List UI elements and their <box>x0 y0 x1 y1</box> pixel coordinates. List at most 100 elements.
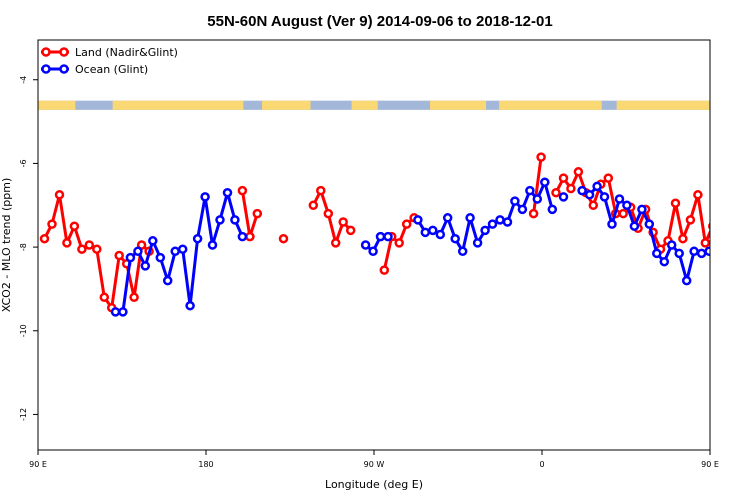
band-land-segment <box>430 100 486 110</box>
data-point-ocean <box>637 204 647 215</box>
data-point-land <box>316 185 326 196</box>
data-point-ocean <box>532 194 543 204</box>
x-tick-label: 90 E <box>701 460 719 469</box>
data-point-land <box>39 233 50 244</box>
data-point-ocean <box>148 236 158 246</box>
y-tick-label: -8 <box>19 243 28 251</box>
y-tick-label: -4 <box>19 76 28 84</box>
data-point-ocean <box>420 227 431 238</box>
legend-marker-land <box>41 47 51 57</box>
data-point-land <box>84 240 95 250</box>
y-axis-label: XCO2 - MLO trend (ppm) <box>0 178 13 313</box>
data-point-land <box>739 294 746 301</box>
data-point-ocean <box>502 217 513 227</box>
data-point-land <box>678 233 688 244</box>
data-point-ocean <box>207 240 218 250</box>
x-axis-ticks: 90 E 180 90 W 0 90 E <box>29 450 719 469</box>
data-point-ocean <box>622 200 632 211</box>
data-point-ocean <box>200 192 210 202</box>
data-point-ocean <box>614 194 625 204</box>
data-point-ocean <box>584 190 595 200</box>
data-point-ocean <box>547 204 558 215</box>
data-point-ocean <box>383 231 393 242</box>
data-point-ocean <box>674 248 684 259</box>
legend-marker-land-end <box>59 47 69 57</box>
data-point-ocean <box>607 219 617 229</box>
data-point-ocean <box>525 185 535 196</box>
data-point-ocean <box>177 244 188 254</box>
data-point-ocean <box>360 240 371 250</box>
data-point-land <box>394 238 404 248</box>
data-point-ocean <box>118 307 128 317</box>
data-point-ocean <box>644 219 655 229</box>
series-land <box>39 152 746 313</box>
data-point-land <box>618 208 628 219</box>
x-tick-label: 180 <box>198 460 213 469</box>
data-point-ocean <box>666 240 677 250</box>
band-land-segment <box>499 100 602 110</box>
data-point-ocean <box>428 225 438 236</box>
data-point-land <box>379 265 390 275</box>
series-line-land <box>532 156 543 214</box>
data-point-land <box>603 173 614 183</box>
data-point-ocean <box>659 256 670 267</box>
legend-marker-ocean <box>41 64 51 74</box>
data-point-ocean <box>487 219 498 229</box>
data-point-ocean <box>495 215 505 225</box>
data-point-ocean <box>465 213 475 223</box>
data-point-ocean <box>510 196 520 206</box>
x-tick-label: 90 W <box>364 460 385 469</box>
data-point-land <box>693 190 703 200</box>
data-point-land <box>69 221 80 231</box>
data-point-land <box>77 244 87 254</box>
data-point-ocean <box>435 229 446 240</box>
data-point-ocean <box>222 187 233 198</box>
data-point-land <box>528 208 539 219</box>
data-point-ocean <box>192 233 203 244</box>
x-tick-label: 0 <box>539 460 544 469</box>
data-point-land <box>345 225 356 236</box>
data-point-ocean <box>599 192 610 202</box>
y-tick-label: -12 <box>19 408 28 421</box>
data-point-ocean <box>413 215 423 225</box>
data-point-land <box>308 200 319 211</box>
data-point-ocean <box>125 252 136 263</box>
data-point-land <box>573 167 584 177</box>
data-point-ocean <box>517 204 528 215</box>
data-point-land <box>338 217 348 227</box>
data-point-land <box>588 200 599 211</box>
data-point-ocean <box>110 307 121 317</box>
data-point-land <box>129 292 139 303</box>
data-point-land <box>732 244 739 251</box>
chart-title: 55N-60N August (Ver 9) 2014-09-06 to 201… <box>207 13 552 30</box>
data-point-land <box>278 233 289 244</box>
data-point-land <box>536 152 546 162</box>
y-tick-label: -6 <box>19 159 28 167</box>
data-point-ocean <box>155 252 166 263</box>
data-point-land <box>92 244 102 254</box>
legend: Land (Nadir&Glint) Ocean (Glint) <box>41 46 178 76</box>
band-land-segment <box>38 100 76 110</box>
data-point-ocean <box>592 181 602 192</box>
data-point-ocean <box>696 248 707 259</box>
data-point-ocean <box>237 231 248 242</box>
band-land-segment <box>351 100 378 110</box>
data-point-ocean <box>368 246 378 257</box>
x-axis-label: Longitude (deg E) <box>325 478 423 491</box>
data-point-land <box>566 183 576 194</box>
data-point-ocean <box>450 233 460 244</box>
data-point-ocean <box>681 275 692 286</box>
data-point-ocean <box>629 221 640 231</box>
band-land-segment <box>112 100 244 110</box>
data-point-ocean <box>133 246 143 257</box>
data-point-ocean <box>185 300 195 311</box>
x-tick-label: 90 E <box>29 460 47 469</box>
data-point-ocean <box>442 213 453 223</box>
band-land-segment <box>262 100 311 110</box>
data-point-land <box>252 208 263 219</box>
land-ocean-band <box>38 100 710 110</box>
data-point-ocean <box>540 177 550 187</box>
series-line-ocean <box>581 184 710 283</box>
data-point-ocean <box>162 275 173 286</box>
